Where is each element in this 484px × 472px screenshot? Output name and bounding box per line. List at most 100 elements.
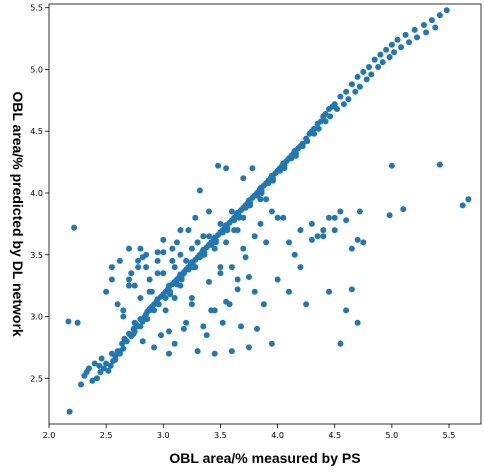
data-point (223, 298, 230, 305)
scatter-points (65, 7, 472, 415)
data-point (299, 143, 306, 150)
data-point (190, 261, 196, 268)
data-point (223, 165, 230, 172)
x-tick-label: 5.5 (443, 431, 456, 440)
data-point (371, 56, 378, 63)
data-point (274, 214, 281, 221)
data-point (246, 274, 252, 280)
y-tick-label: 3.5 (30, 251, 43, 260)
plot-frame (48, 3, 482, 425)
data-point (322, 118, 329, 125)
data-point (354, 73, 361, 80)
data-point (297, 264, 304, 271)
data-point (254, 325, 260, 332)
data-point (297, 227, 304, 234)
data-point (123, 338, 130, 345)
data-point (200, 233, 207, 240)
data-point (160, 249, 167, 256)
data-point (211, 350, 218, 357)
data-point (354, 319, 361, 326)
data-point (177, 227, 184, 234)
data-point (196, 254, 203, 261)
data-point (116, 257, 123, 264)
data-point (112, 356, 119, 363)
data-point (223, 239, 230, 246)
data-point (219, 229, 226, 236)
data-point (208, 241, 215, 248)
data-point (108, 264, 115, 271)
x-tick-label: 3.0 (157, 431, 170, 440)
data-point (465, 196, 472, 203)
data-point (375, 64, 382, 70)
data-point (292, 150, 299, 157)
data-point (246, 344, 252, 351)
y-tick-label: 2.5 (30, 374, 43, 383)
x-axis-ticks: 2.0 2.5 3.0 3.5 4.0 4.5 5.0 5.5 (43, 424, 456, 440)
data-point (162, 295, 169, 301)
data-point (169, 245, 176, 252)
data-point (224, 224, 231, 231)
data-point (268, 340, 275, 347)
data-point (394, 36, 401, 43)
data-point (459, 202, 466, 209)
data-point (154, 270, 161, 277)
data-point (436, 161, 443, 168)
data-point (194, 239, 201, 246)
data-point (320, 227, 327, 234)
data-point (270, 175, 276, 182)
data-point (206, 278, 212, 285)
data-point (340, 101, 347, 108)
data-point (263, 196, 270, 203)
data-point (167, 288, 174, 295)
data-point (215, 162, 222, 169)
data-point (234, 227, 241, 234)
data-point (131, 319, 138, 326)
data-point (311, 125, 318, 132)
data-point (348, 245, 355, 252)
data-point (443, 7, 450, 14)
data-point (276, 167, 283, 174)
data-point (345, 96, 352, 103)
data-point (314, 233, 321, 240)
data-point (327, 113, 334, 120)
data-point (436, 12, 443, 19)
data-point (251, 288, 258, 295)
data-point (183, 319, 190, 326)
data-point (348, 81, 355, 88)
y-tick-label: 5.0 (30, 65, 43, 74)
data-point (126, 245, 132, 252)
data-point (217, 264, 224, 271)
y-axis-ticks: 2.5 3.0 3.5 4.0 4.5 5.0 5.5 (30, 4, 49, 383)
data-point (119, 340, 126, 347)
data-point (183, 257, 190, 264)
data-point (379, 59, 386, 66)
data-point (98, 355, 105, 362)
data-point (71, 224, 78, 231)
data-point (154, 257, 161, 264)
data-point (126, 282, 132, 289)
data-point (331, 101, 338, 108)
data-point (420, 22, 427, 28)
data-point (263, 239, 270, 246)
data-point (377, 51, 384, 58)
data-point (169, 257, 176, 264)
data-point (166, 350, 172, 357)
data-point (318, 118, 324, 125)
data-point (120, 307, 127, 314)
data-point (368, 71, 375, 78)
data-point (360, 239, 367, 246)
data-point (135, 264, 142, 271)
data-point (388, 41, 395, 48)
data-point (251, 233, 258, 240)
data-point (86, 365, 92, 372)
data-point (212, 236, 219, 243)
data-point (254, 192, 260, 199)
data-point (331, 214, 338, 221)
data-point (234, 276, 241, 283)
data-point (171, 264, 178, 271)
data-point (288, 155, 295, 162)
data-point (103, 360, 110, 367)
data-point (308, 236, 315, 243)
data-point (337, 208, 344, 215)
